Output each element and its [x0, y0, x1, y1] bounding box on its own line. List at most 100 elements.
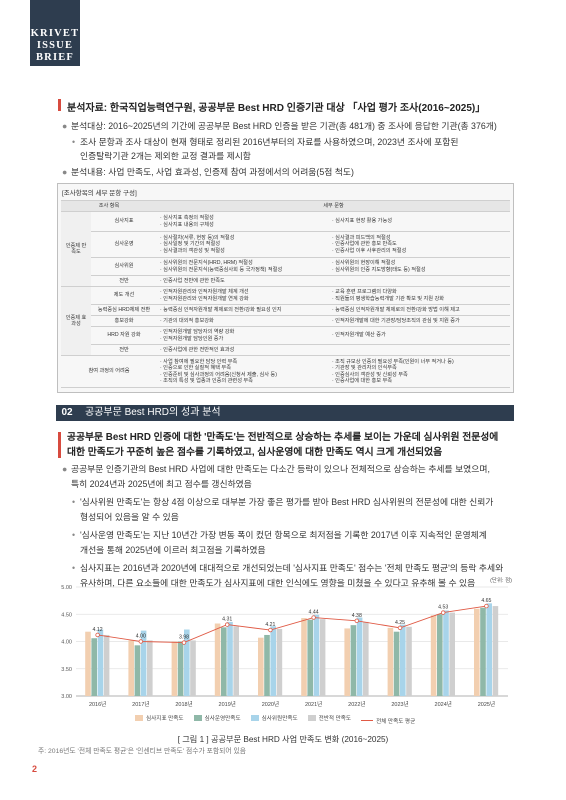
- bar: [301, 618, 307, 696]
- bar: [276, 628, 283, 696]
- bar: [449, 612, 455, 696]
- bar: [393, 631, 400, 696]
- body-sub-bullet-3: • 심사지표는 2016년과 2020년에 대대적으로 개선되었는데 '심사지표 …: [72, 563, 504, 588]
- bar: [480, 607, 486, 696]
- average-point: [397, 625, 403, 631]
- bar: [128, 640, 134, 696]
- x-tick-label: 2019년: [219, 700, 236, 708]
- source-bullet-2: ● 분석내용: 사업 만족도, 사업 효과성, 인증제 참여 과정에서의 어려움(…: [62, 167, 354, 177]
- bar: [313, 614, 320, 696]
- cell: · 인적자원관리와 인적자원개발 체계 개선 · 인적자원관리와 인적자원개발 …: [157, 286, 329, 305]
- body-sub-3-line-1: 심사지표는 2016년과 2020년에 대대적으로 개선되었는데 '심사지표 만…: [80, 563, 504, 573]
- x-tick-label: 2023년: [391, 700, 408, 708]
- bar: [356, 617, 363, 696]
- data-label: 4.25: [395, 620, 405, 626]
- body-sub-2-line-2: 개선을 통해 2025년에 이르러 최고점을 기록하였음: [80, 545, 266, 555]
- body-sub-1-line-2: 형성되어 있음을 알 수 있음: [80, 512, 179, 522]
- body-bullet-1-line-1: 공공부문 인증기관의 Best HRD 사업에 대한 만족도는 다소간 등락이 …: [71, 464, 490, 474]
- source-bullet-1: ● 분석대상: 2016~2025년의 기간에 공공부문 Best HRD 인증을…: [62, 121, 497, 131]
- data-label: 4.00: [136, 634, 146, 640]
- bar: [258, 637, 264, 696]
- page-number: 2: [32, 764, 38, 774]
- legend-item: 전반적 만족도: [307, 714, 352, 722]
- body-sub-1-line-1: '심사위원 만족도'는 항상 4점 이상으로 대부분 가장 좋은 평가를 받아 …: [80, 497, 494, 507]
- bar: [140, 630, 147, 696]
- section-number: 02: [56, 405, 78, 421]
- x-tick-label: 2018년: [175, 700, 192, 708]
- legend-label: 전체 만족도 평균: [376, 718, 416, 725]
- logo-line-2: ISSUE: [36, 40, 74, 51]
- data-label: 4.38: [352, 613, 362, 619]
- group-satisfaction: 인증제 만족도: [61, 211, 91, 287]
- legend-item: 심사지표 만족도: [135, 714, 184, 722]
- legend-label: 심사지표 만족도: [146, 716, 184, 722]
- bar: [264, 634, 270, 696]
- x-tick-label: 2022년: [348, 700, 365, 708]
- average-point: [268, 627, 273, 633]
- average-point: [354, 618, 359, 623]
- cell: · 인적자원개발 담당자의 역량 강화 · 인적자원개발 담당인원 증가: [157, 326, 329, 345]
- legend-label: 심사위원만족도: [261, 716, 298, 722]
- survey-items-table-box: [조사항목의 세부 문항 구성] 조사 항목 세부 문항 인증제 만족도 심사지표 ·…: [57, 183, 514, 393]
- bar: [177, 641, 184, 696]
- body-sub-2-line-1: '심사운영 만족도'는 지난 10년간 가장 변동 폭이 컸던 항목으로 최저점…: [80, 530, 487, 540]
- average-point: [224, 622, 230, 627]
- bar: [214, 623, 221, 696]
- row-label: 심사운영: [91, 231, 157, 258]
- data-label: 4.21: [265, 622, 275, 628]
- bar: [319, 619, 326, 696]
- bar: [492, 606, 499, 696]
- cell: · 심사결과 피드백의 적절성 · 인증사업에 관한 홍보 만족도 · 인증사업…: [329, 231, 510, 258]
- y-tick-label: 4.00: [61, 640, 72, 646]
- legend-label: 전반적 만족도: [318, 716, 352, 722]
- logo-line-3: BRIEF: [35, 52, 75, 63]
- legend-item: 심사운영만족도: [193, 714, 241, 722]
- bar: [134, 645, 141, 696]
- cell: · 사업 참여에 필요한 담당 인력 부족 · 인증으로 인한 실질적 혜택 부…: [157, 355, 329, 388]
- section-title: 공공부문 Best HRD의 성과 분석: [85, 407, 221, 418]
- bar: [406, 626, 412, 696]
- bar: [233, 626, 239, 696]
- bar: [344, 628, 350, 696]
- source-bullet-2-text: 분석내용: 사업 만족도, 사업 효과성, 인증제 참여 과정에서의 어려움(5…: [71, 167, 354, 177]
- legend-swatch: [307, 715, 316, 721]
- lead-line-2: 대한 만족도가 꾸준히 높은 점수를 기록하였고, 심사운영에 대한 만족도 역…: [67, 447, 443, 458]
- average-line: [97, 605, 487, 644]
- bar: [184, 629, 190, 696]
- krivet-logo: KRIVET ISSUE BRIEF: [30, 0, 80, 66]
- average-point: [484, 603, 489, 609]
- bar: [171, 641, 178, 696]
- row-label: 참여 과정의 어려움: [61, 355, 157, 388]
- bar: [363, 621, 369, 696]
- bar: [270, 626, 276, 696]
- average-point: [311, 615, 316, 620]
- bar: [85, 631, 91, 696]
- average-point: [138, 639, 143, 644]
- bar: [97, 629, 104, 696]
- group-effectiveness: 인증제 효과성: [61, 286, 91, 356]
- x-tick-label: 2016년: [89, 700, 106, 708]
- data-label: 4.44: [309, 610, 319, 616]
- source-sub-line-2: 인증탈락기관 2개는 제외한 교정 결과를 제시함: [80, 151, 251, 161]
- body-bullet-1: ● 공공부문 인증기관의 Best HRD 사업에 대한 만족도는 다소간 등락이…: [62, 464, 490, 489]
- x-tick-label: 2024년: [435, 700, 452, 708]
- data-label: 4.65: [481, 598, 491, 604]
- lead-line-1: 공공부문 Best HRD 인증에 대한 '만족도'는 전반적으로 상승하는 추…: [67, 432, 499, 443]
- y-tick-label: 4.50: [61, 612, 72, 618]
- source-title: 분석자료: 한국직업능력연구원, 공공부문 Best HRD 인증기관 대상 「…: [67, 103, 486, 114]
- cell: · 심사위원의 전문지식(HRD, HRM) 적절성 · 심사위원의 전문지식(…: [157, 257, 329, 276]
- data-label: 4.31: [222, 617, 232, 623]
- bar: [190, 640, 196, 696]
- bar: [474, 608, 480, 696]
- bar: [430, 615, 437, 696]
- source-sub-bullet: • 조사 문항과 조사 대상이 현재 형태로 정리된 2016년부터의 자료를 사…: [72, 137, 459, 161]
- figure-caption: [ 그림 1 ] 공공부문 Best HRD 사업 만족도 변화 (2016~2…: [177, 735, 389, 744]
- lead-text: 공공부문 Best HRD 인증에 대한 '만족도'는 전반적으로 상승하는 추…: [67, 430, 498, 460]
- legend-swatch: [135, 715, 143, 721]
- section-marker: [58, 99, 61, 111]
- figure-note: 주: 2016년도 '전체 만족도 평균'은 '인센티브 만족도' 점수가 포함…: [38, 748, 247, 755]
- bar: [400, 624, 406, 696]
- average-point: [181, 640, 187, 645]
- body-sub-bullet-1: • '심사위원 만족도'는 항상 4점 이상으로 대부분 가장 좋은 평가를 받아…: [72, 497, 494, 522]
